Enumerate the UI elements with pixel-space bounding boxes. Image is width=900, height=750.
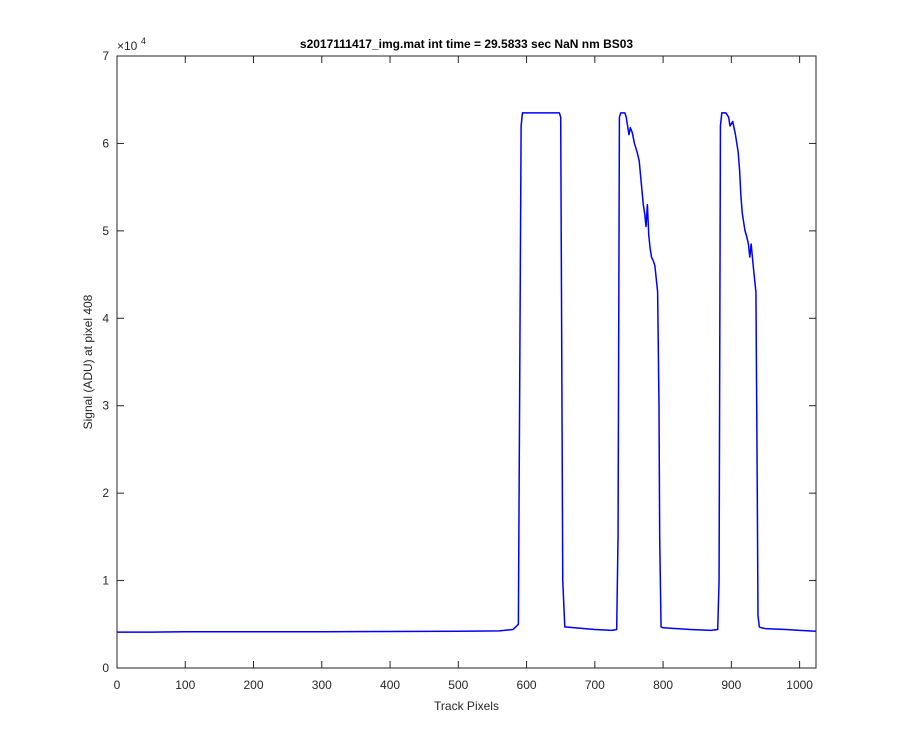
y-tick-label: 1	[102, 574, 109, 588]
y-exponent-base: ×10	[117, 39, 138, 53]
x-tick-label: 0	[114, 678, 121, 692]
y-tick-label: 6	[102, 136, 109, 150]
x-tick-label: 900	[721, 678, 741, 692]
axes-background	[117, 56, 816, 668]
y-axis-label: Signal (ADU) at pixel 408	[81, 294, 95, 429]
x-axis-label: Track Pixels	[434, 699, 499, 713]
series-line-1	[117, 112, 817, 633]
x-tick-label: 500	[448, 678, 468, 692]
y-exponent-label: ×10 4	[117, 36, 146, 53]
x-tick-label: 100	[175, 678, 195, 692]
x-tick-label: 800	[653, 678, 673, 692]
axis-ticks: 0 100 200 300 400 500 600 700 800 900 1000 0 1 2 3 4 5 6 7	[102, 49, 816, 692]
y-tick-label: 0	[102, 661, 109, 675]
x-tick-label: 300	[312, 678, 332, 692]
y-tick-label: 3	[102, 399, 109, 413]
y-tick-label: 7	[102, 49, 109, 63]
x-tick-label: 600	[517, 678, 537, 692]
y-tick-label: 5	[102, 224, 109, 238]
chart-title: s2017111417_img.mat int time = 29.5833 s…	[300, 37, 634, 51]
plot-area	[117, 112, 817, 633]
y-tick-label: 4	[102, 311, 109, 325]
y-exponent-power: 4	[141, 36, 146, 46]
x-tick-label: 400	[380, 678, 400, 692]
x-tick-label: 1000	[786, 678, 813, 692]
x-tick-label: 200	[244, 678, 264, 692]
y-tick-label: 2	[102, 486, 109, 500]
x-tick-label: 700	[585, 678, 605, 692]
axes-box	[116, 55, 817, 669]
